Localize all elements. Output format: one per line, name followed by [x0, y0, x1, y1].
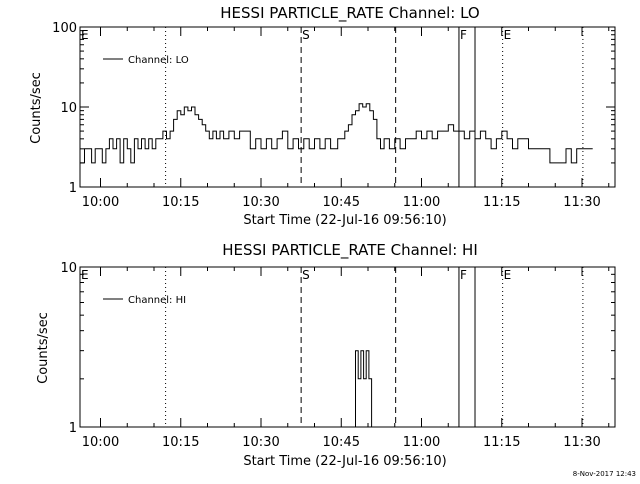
- x-tick-label: 10:45: [323, 435, 360, 450]
- event-marker-label: E: [504, 268, 512, 282]
- legend-label: Channel: LO: [128, 55, 189, 66]
- y-axis-label: Counts/sec: [29, 72, 44, 144]
- x-tick-label: 11:00: [403, 195, 440, 210]
- date-stamp: 8-Nov-2017 12:43: [573, 470, 636, 478]
- x-axis-label: Start Time (22-Jul-16 09:56:10): [243, 454, 446, 469]
- x-tick-label: 10:15: [162, 195, 199, 210]
- x-tick-label: 10:00: [82, 435, 119, 450]
- x-tick-label: 10:00: [82, 195, 119, 210]
- x-tick-label: 10:30: [242, 195, 279, 210]
- chart-panel-lo: HESSI PARTICLE_RATE Channel: LO Counts/s…: [29, 4, 616, 228]
- y-tick-label: 100: [52, 21, 77, 36]
- event-marker-label: S: [302, 268, 310, 282]
- x-tick-label: 11:30: [563, 195, 600, 210]
- chart-panel-hi: HESSI PARTICLE_RATE Channel: HI Counts/s…: [36, 241, 616, 469]
- event-marker-label: E: [81, 28, 89, 42]
- event-marker-label: F: [460, 28, 467, 42]
- y-tick-label: 1: [69, 421, 77, 436]
- event-marker-label: E: [81, 268, 89, 282]
- event-marker-label: S: [302, 28, 310, 42]
- legend-label: Channel: HI: [128, 295, 186, 306]
- series-line: [80, 103, 593, 164]
- x-tick-label: 11:15: [483, 435, 520, 450]
- y-axis-label: Counts/sec: [36, 312, 51, 384]
- x-axis-label: Start Time (22-Jul-16 09:56:10): [243, 213, 446, 228]
- series-line: [352, 350, 373, 428]
- chart-title: HESSI PARTICLE_RATE Channel: HI: [222, 241, 478, 260]
- y-tick-label: 1: [69, 181, 77, 196]
- event-marker-label: E: [504, 28, 512, 42]
- chart-title: HESSI PARTICLE_RATE Channel: LO: [220, 4, 479, 23]
- y-tick-label: 10: [60, 261, 77, 276]
- x-tick-label: 10:30: [242, 435, 279, 450]
- plot-frame: [79, 266, 616, 428]
- y-tick-label: 10: [60, 101, 77, 116]
- x-tick-label: 11:00: [403, 435, 440, 450]
- plot-frame: [79, 26, 616, 188]
- x-tick-label: 10:15: [162, 435, 199, 450]
- x-tick-label: 11:30: [563, 435, 600, 450]
- x-tick-label: 11:15: [483, 195, 520, 210]
- x-tick-label: 10:45: [323, 195, 360, 210]
- event-marker-label: F: [460, 268, 467, 282]
